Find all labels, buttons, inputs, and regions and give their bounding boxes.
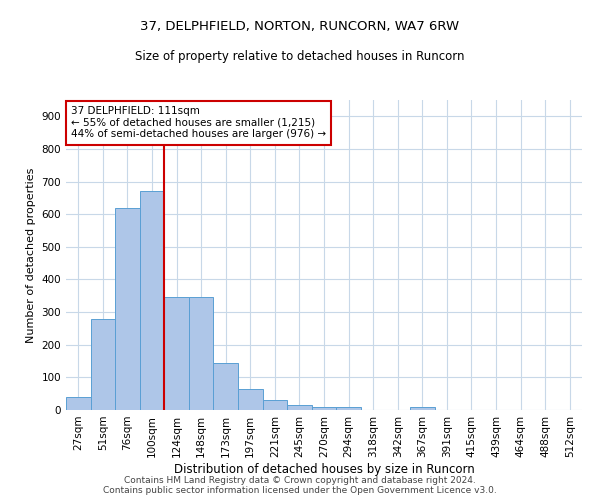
Text: Size of property relative to detached houses in Runcorn: Size of property relative to detached ho…: [135, 50, 465, 63]
Bar: [410, 408, 434, 410]
Y-axis label: Number of detached properties: Number of detached properties: [26, 168, 36, 342]
Text: Contains HM Land Registry data © Crown copyright and database right 2024.
Contai: Contains HM Land Registry data © Crown c…: [103, 476, 497, 495]
Bar: [312, 406, 336, 410]
Bar: [66, 397, 91, 410]
Bar: [336, 406, 361, 410]
Text: 37 DELPHFIELD: 111sqm
← 55% of detached houses are smaller (1,215)
44% of semi-d: 37 DELPHFIELD: 111sqm ← 55% of detached …: [71, 106, 326, 140]
X-axis label: Distribution of detached houses by size in Runcorn: Distribution of detached houses by size …: [173, 462, 475, 475]
Bar: [164, 298, 189, 410]
Bar: [91, 318, 115, 410]
Bar: [287, 405, 312, 410]
Text: 37, DELPHFIELD, NORTON, RUNCORN, WA7 6RW: 37, DELPHFIELD, NORTON, RUNCORN, WA7 6RW: [140, 20, 460, 33]
Bar: [189, 298, 214, 410]
Bar: [140, 192, 164, 410]
Bar: [263, 400, 287, 410]
Bar: [214, 362, 238, 410]
Bar: [238, 389, 263, 410]
Bar: [115, 208, 140, 410]
